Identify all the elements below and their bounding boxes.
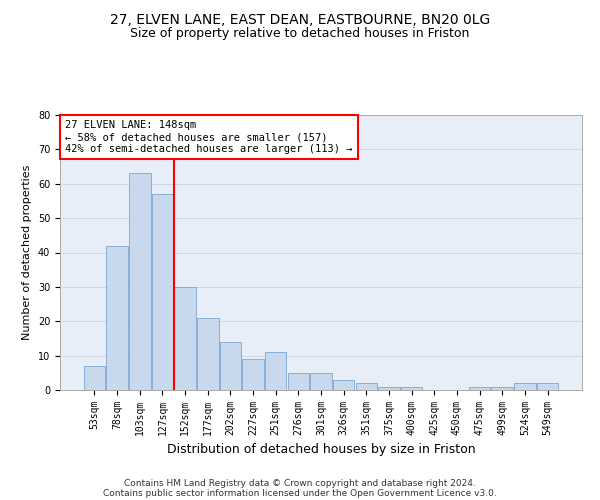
Bar xyxy=(242,359,264,390)
Bar xyxy=(84,366,105,390)
Text: Contains HM Land Registry data © Crown copyright and database right 2024.: Contains HM Land Registry data © Crown c… xyxy=(124,478,476,488)
Bar xyxy=(378,386,400,390)
Bar xyxy=(356,383,377,390)
Bar xyxy=(287,373,309,390)
Text: Size of property relative to detached houses in Friston: Size of property relative to detached ho… xyxy=(130,28,470,40)
Bar xyxy=(106,246,128,390)
X-axis label: Distribution of detached houses by size in Friston: Distribution of detached houses by size … xyxy=(167,444,475,456)
Bar xyxy=(469,386,490,390)
Bar xyxy=(491,386,513,390)
Bar xyxy=(175,287,196,390)
Bar xyxy=(333,380,355,390)
Text: Contains public sector information licensed under the Open Government Licence v3: Contains public sector information licen… xyxy=(103,488,497,498)
Bar xyxy=(310,373,332,390)
Bar xyxy=(265,352,286,390)
Bar xyxy=(220,342,241,390)
Y-axis label: Number of detached properties: Number of detached properties xyxy=(22,165,32,340)
Text: 27, ELVEN LANE, EAST DEAN, EASTBOURNE, BN20 0LG: 27, ELVEN LANE, EAST DEAN, EASTBOURNE, B… xyxy=(110,12,490,26)
Bar xyxy=(514,383,536,390)
Bar xyxy=(401,386,422,390)
Text: 27 ELVEN LANE: 148sqm
← 58% of detached houses are smaller (157)
42% of semi-det: 27 ELVEN LANE: 148sqm ← 58% of detached … xyxy=(65,120,353,154)
Bar xyxy=(197,318,218,390)
Bar xyxy=(129,174,151,390)
Bar xyxy=(152,194,173,390)
Bar xyxy=(537,383,558,390)
